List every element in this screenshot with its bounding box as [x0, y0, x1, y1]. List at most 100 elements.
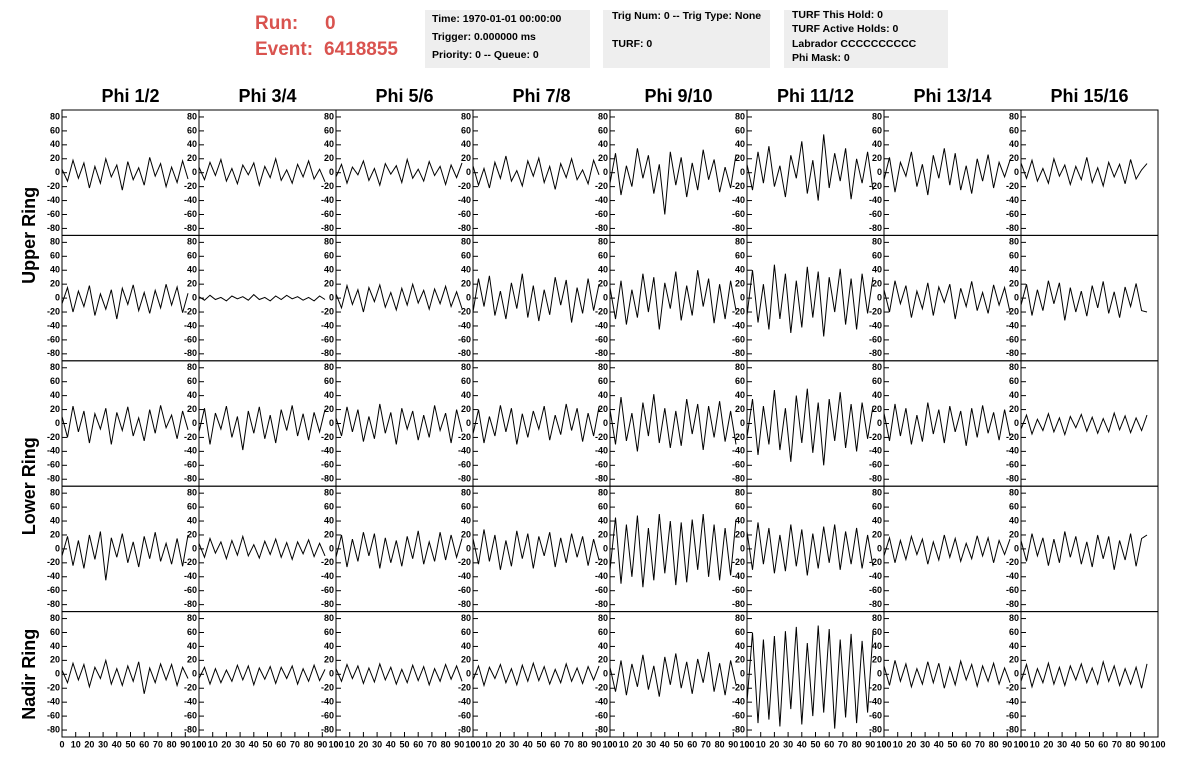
y-tick-label: 40 — [1009, 265, 1019, 275]
y-tick-label: 40 — [598, 139, 608, 149]
waveform — [609, 394, 737, 452]
y-tick-label: -60 — [1006, 209, 1019, 219]
y-tick-label: 80 — [735, 111, 745, 121]
y-tick-label: -40 — [869, 697, 882, 707]
y-tick-label: -60 — [184, 460, 197, 470]
info-line: TURF This Hold: 0 — [792, 9, 883, 21]
x-tick-label: 20 — [1043, 739, 1053, 749]
y-tick-label: -80 — [184, 724, 197, 734]
y-tick-label: 20 — [50, 655, 60, 665]
event-value: 6418855 — [324, 39, 398, 60]
y-tick-label: 0 — [466, 543, 471, 553]
x-tick-label: 30 — [646, 739, 656, 749]
waveform — [883, 148, 1011, 196]
y-tick-label: 80 — [598, 362, 608, 372]
x-tick-label: 60 — [276, 739, 286, 749]
y-tick-label: -80 — [595, 599, 608, 609]
y-tick-label: -80 — [595, 223, 608, 233]
x-tick-label: 10 — [1030, 739, 1040, 749]
waveform — [609, 270, 737, 330]
y-tick-label: 60 — [461, 627, 471, 637]
y-tick-label: -60 — [732, 585, 745, 595]
y-tick-label: -20 — [732, 432, 745, 442]
y-tick-label: 20 — [50, 153, 60, 163]
y-tick-label: -40 — [732, 697, 745, 707]
waveform — [61, 405, 189, 445]
x-tick-label: 40 — [934, 739, 944, 749]
x-tick-label: 100 — [328, 739, 343, 749]
y-tick-label: -40 — [595, 320, 608, 330]
y-tick-label: -60 — [458, 585, 471, 595]
waveform — [335, 282, 463, 313]
y-tick-label: -60 — [1006, 460, 1019, 470]
y-tick-label: -20 — [732, 306, 745, 316]
y-tick-label: 40 — [1009, 515, 1019, 525]
x-tick-label: 50 — [125, 739, 135, 749]
y-tick-label: -80 — [458, 348, 471, 358]
x-tick-label: 0 — [196, 739, 201, 749]
x-tick-label: 0 — [470, 739, 475, 749]
waveform — [883, 534, 1011, 565]
column-title: Phi 11/12 — [777, 86, 854, 106]
y-tick-label: -40 — [1006, 446, 1019, 456]
y-tick-label: -40 — [458, 195, 471, 205]
waveform — [472, 661, 600, 688]
y-tick-label: 20 — [187, 404, 197, 414]
y-tick-label: -80 — [732, 348, 745, 358]
y-tick-label: 40 — [461, 515, 471, 525]
y-tick-label: 0 — [329, 669, 334, 679]
column-title: Phi 5/6 — [375, 86, 433, 106]
x-tick-label: 60 — [961, 739, 971, 749]
x-tick-label: 10 — [345, 739, 355, 749]
waveform — [198, 156, 326, 188]
y-tick-label: 80 — [324, 237, 334, 247]
column-title: Phi 15/16 — [1050, 86, 1128, 106]
waveform — [609, 514, 737, 588]
y-tick-label: 60 — [461, 125, 471, 135]
y-tick-label: 20 — [324, 279, 334, 289]
x-tick-label: 30 — [235, 739, 245, 749]
y-tick-label: -20 — [184, 306, 197, 316]
y-tick-label: -60 — [732, 460, 745, 470]
y-tick-label: 80 — [50, 613, 60, 623]
waveform — [609, 651, 737, 697]
x-tick-label: 70 — [975, 739, 985, 749]
y-tick-label: 40 — [324, 641, 334, 651]
x-tick-label: 60 — [550, 739, 560, 749]
y-tick-label: 60 — [735, 251, 745, 261]
y-tick-label: 40 — [1009, 641, 1019, 651]
y-tick-label: -40 — [321, 446, 334, 456]
y-tick-label: 0 — [329, 543, 334, 553]
row-title: Nadir Ring — [19, 629, 39, 720]
y-tick-label: -20 — [1006, 306, 1019, 316]
x-tick-label: 50 — [673, 739, 683, 749]
y-tick-label: 0 — [740, 418, 745, 428]
y-tick-label: 60 — [872, 251, 882, 261]
y-tick-label: -80 — [732, 599, 745, 609]
y-tick-label: 0 — [192, 669, 197, 679]
y-tick-label: 60 — [1009, 501, 1019, 511]
waveform — [472, 273, 600, 323]
y-tick-label: 80 — [461, 111, 471, 121]
y-tick-label: 0 — [603, 418, 608, 428]
waveform — [198, 293, 326, 302]
y-tick-label: -60 — [869, 585, 882, 595]
y-tick-label: -20 — [321, 181, 334, 191]
x-tick-label: 80 — [578, 739, 588, 749]
y-tick-label: -80 — [1006, 348, 1019, 358]
y-tick-label: -80 — [1006, 474, 1019, 484]
x-tick-label: 80 — [167, 739, 177, 749]
y-tick-label: -40 — [321, 320, 334, 330]
info-line: TURF Active Holds: 0 — [792, 23, 899, 35]
y-tick-label: 20 — [735, 279, 745, 289]
y-tick-label: 80 — [187, 613, 197, 623]
y-tick-label: -60 — [47, 334, 60, 344]
x-tick-label: 90 — [728, 739, 738, 749]
y-tick-label: -20 — [47, 432, 60, 442]
y-tick-label: 40 — [187, 265, 197, 275]
y-tick-label: -80 — [595, 724, 608, 734]
y-tick-label: 40 — [735, 641, 745, 651]
y-tick-label: -60 — [1006, 334, 1019, 344]
y-tick-label: 60 — [598, 125, 608, 135]
y-tick-label: 80 — [50, 237, 60, 247]
